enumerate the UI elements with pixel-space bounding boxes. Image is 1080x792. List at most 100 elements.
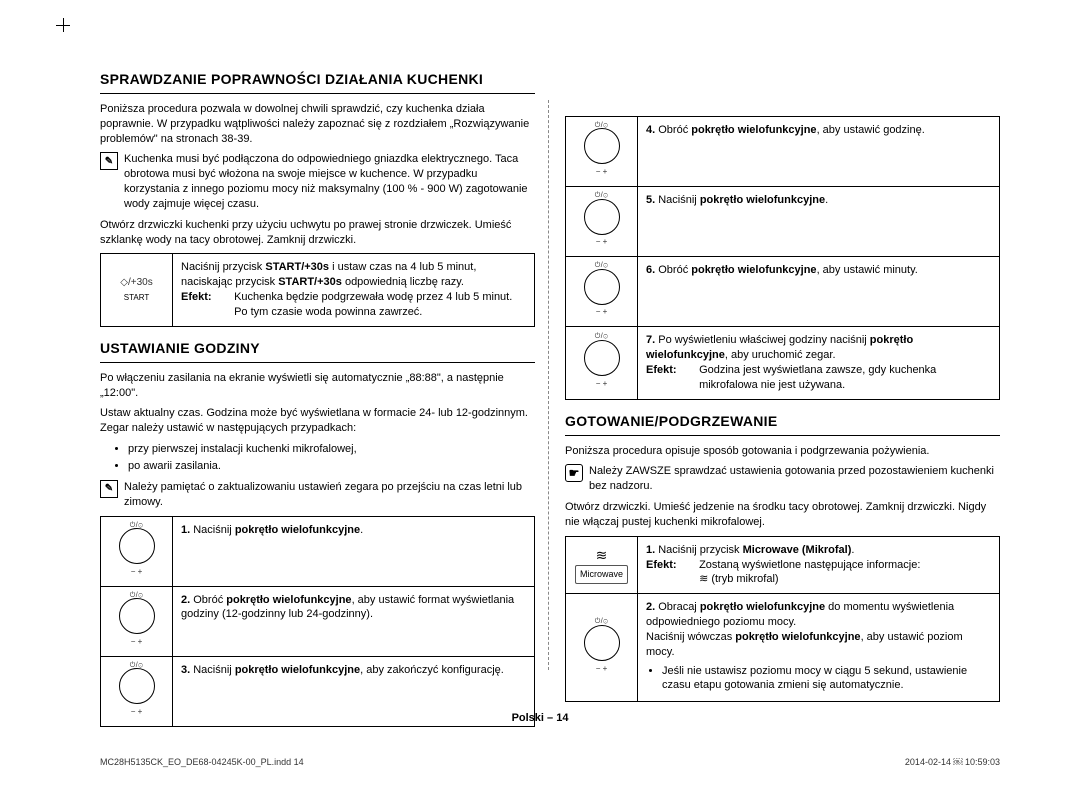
step-cell: 5. Naciśnij pokrętło wielofunkcyjne. [638,187,1000,257]
dial-icon [584,199,620,235]
list-item: po awarii zasilania. [128,459,535,474]
note-block: ✎ Kuchenka musi być podłączona do odpowi… [100,152,535,211]
section-title-clock: USTAWIANIE GODZINY [100,339,535,363]
b: pokrętło wielofunkcyjne [235,664,360,676]
step-num: 2. [646,601,658,613]
dial-lr-label: − + [570,664,633,675]
dial-lr-label: − + [570,167,633,178]
note-text: Należy pamiętać o zaktualizowaniu ustawi… [124,480,535,510]
dial-cell: ⏻/⊙ − + [566,257,638,327]
dial-cell: ⏻/⊙ − + [101,586,173,656]
t: Obracaj [658,601,700,613]
dial-lr-label: − + [570,379,633,390]
note-icon: ✎ [100,480,118,498]
step-num: 1. [646,544,658,556]
note-text: Kuchenka musi być podłączona do odpowied… [124,152,535,211]
body-text: Po włączeniu zasilania na ekranie wyświe… [100,371,535,401]
t: Obróć [658,264,691,276]
dial-lr-label: − + [570,307,633,318]
effect-label: Efekt: [646,363,696,378]
step-num: 7. [646,334,658,346]
column-divider [548,100,549,670]
note-block: ✎ Należy pamiętać o zaktualizowaniu usta… [100,480,535,510]
print-timestamp: 2014-02-14 ￼ 10:59:03 [905,756,1000,768]
step-cell: 4. Obróć pokrętło wielofunkcyjne, aby us… [638,117,1000,187]
dial-icon [119,668,155,704]
print-metadata: MC28H5135CK_EO_DE68-04245K-00_PL.indd 14… [100,756,1000,768]
button-cell: ≋ Microwave [566,536,638,594]
effect-text: Godzina jest wyświetlana zawsze, gdy kuc… [699,363,984,393]
b: pokrętło wielofunkcyjne [735,631,860,643]
clock-steps-table: ⏻/⊙ − + 1. Naciśnij pokrętło wielofunkcy… [100,516,535,727]
dial-cell: ⏻/⊙ − + [566,187,638,257]
t: , aby uruchomić zegar. [725,349,836,361]
body-text: Poniższa procedura pozwala w dowolnej ch… [100,102,535,147]
dial-lr-label: − + [570,237,633,248]
t: Naciśnij [193,664,235,676]
dial-icon [584,269,620,305]
t: , aby zakończyć konfigurację. [360,664,504,676]
t: Naciśnij [193,524,235,536]
b: Microwave (Mikrofal) [743,544,852,556]
t: Po wyświetleniu właściwej godziny naciśn… [658,334,870,346]
dial-icon [584,625,620,661]
left-column: SPRAWDZANIE POPRAWNOŚCI DZIAŁANIA KUCHEN… [100,70,535,727]
effect-text: Zostaną wyświetlone następujące informac… [699,558,984,588]
instruction-cell: Naciśnij przycisk START/+30s i ustaw cza… [173,254,535,326]
section-title-check: SPRAWDZANIE POPRAWNOŚCI DZIAŁANIA KUCHEN… [100,70,535,94]
cooking-steps-table: ≋ Microwave 1. Naciśnij przycisk Microwa… [565,536,1000,703]
hand-icon: ☛ [565,464,583,482]
dial-lr-label: − + [105,637,168,648]
t: . [851,544,854,556]
dial-icon [119,528,155,564]
list-item: przy pierwszej instalacji kuchenki mikro… [128,442,535,457]
t: Obróć [193,594,226,606]
step-num: 4. [646,124,658,136]
t: , aby ustawić minuty. [817,264,918,276]
effect-label: Efekt: [646,558,696,573]
t: Naciśnij wówczas [646,631,735,643]
body-text: Ustaw aktualny czas. Godzina może być wy… [100,406,535,436]
step-num: 5. [646,194,658,206]
b: pokrętło wielofunkcyjne [691,124,816,136]
t: . [360,524,363,536]
b: pokrętło wielofunkcyjne [700,601,825,613]
step-cell: 2. Obracaj pokrętło wielofunkcyjne do mo… [638,594,1000,702]
t: Naciśnij [658,194,700,206]
bold: START/+30s [278,276,342,288]
step-cell: 1. Naciśnij przycisk Microwave (Mikrofal… [638,536,1000,594]
step-cell: 2. Obróć pokrętło wielofunkcyjne, aby us… [173,586,535,656]
sub-bullet-list: Jeśli nie ustawisz poziomu mocy w ciągu … [662,664,991,694]
body-text: Poniższa procedura opisuje sposób gotowa… [565,444,1000,459]
dial-icon [584,340,620,376]
t: , aby ustawić godzinę. [817,124,925,136]
body-text: Otwórz drzwiczki. Umieść jedzenie na śro… [565,500,1000,530]
t: . [825,194,828,206]
dial-cell: ⏻/⊙ − + [566,117,638,187]
dial-cell: ⏻/⊙ − + [101,516,173,586]
page-footer: Polski – 14 [0,711,1080,726]
step-num: 1. [181,524,193,536]
t: Zostaną wyświetlone następujące informac… [699,559,920,571]
effect-label: Efekt: [181,290,231,305]
b: pokrętło wielofunkcyjne [226,594,351,606]
step-num: 6. [646,264,658,276]
right-column: ⏻/⊙ − + 4. Obróć pokrętło wielofunkcyjne… [565,70,1000,727]
warning-text: Należy ZAWSZE sprawdzać ustawienia gotow… [589,464,1000,494]
start-30s-icon: ◇/+30s [120,276,152,290]
dial-icon [119,598,155,634]
clock-steps-table-cont: ⏻/⊙ − + 4. Obróć pokrętło wielofunkcyjne… [565,116,1000,400]
dial-lr-label: − + [105,567,168,578]
microwave-icon: ≋ [570,546,633,565]
microwave-button-label: Microwave [575,565,628,583]
step-num: 3. [181,664,193,676]
step-cell: 6. Obróć pokrętło wielofunkcyjne, aby us… [638,257,1000,327]
step-num: 2. [181,594,193,606]
body-text: Otwórz drzwiczki kuchenki przy użyciu uc… [100,218,535,248]
warning-block: ☛ Należy ZAWSZE sprawdzać ustawienia got… [565,464,1000,494]
b: pokrętło wielofunkcyjne [235,524,360,536]
dial-cell: ⏻/⊙ − + [566,594,638,702]
b: pokrętło wielofunkcyjne [700,194,825,206]
start-label: START [124,293,149,302]
list-item: Jeśli nie ustawisz poziomu mocy w ciągu … [662,664,991,694]
